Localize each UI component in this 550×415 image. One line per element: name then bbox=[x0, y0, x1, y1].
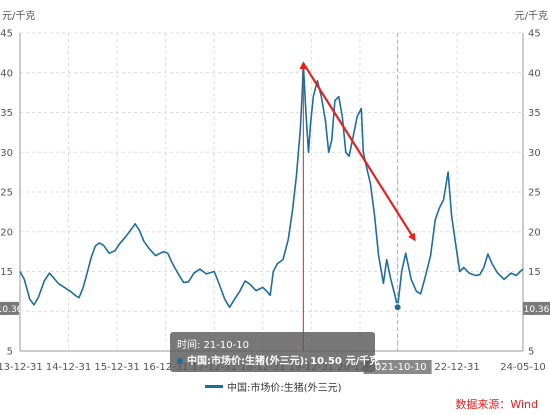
y-tick-label-left: 15 bbox=[0, 267, 13, 278]
end-value-label-right: 10.36 bbox=[523, 301, 550, 315]
end-value-label-left: 10.36 bbox=[0, 301, 23, 315]
y-tick-label-right: 40 bbox=[528, 68, 541, 79]
y-tick-label-left: 35 bbox=[0, 108, 13, 119]
y-axis-unit-left: 元/千克 bbox=[2, 10, 35, 22]
tooltip-unit: 元/千克 bbox=[345, 356, 380, 367]
tooltip-time: 时间: 21-10-10 bbox=[177, 340, 249, 351]
y-tick-label-right: 5 bbox=[528, 347, 534, 358]
y-tick-label-left: 40 bbox=[0, 68, 13, 79]
tooltip-value-line: 中国:市场价:生猪(外三元): 10.50 元/千克 bbox=[177, 352, 379, 367]
series-line bbox=[19, 62, 524, 309]
x-tick-label: 22-12-31 bbox=[434, 362, 479, 373]
annotation-arrows bbox=[299, 61, 416, 351]
x-tick-label: 16-12-31 bbox=[143, 362, 188, 373]
y-tick-label-left: 20 bbox=[0, 227, 13, 238]
x-crosshair-label-bg bbox=[363, 360, 432, 374]
data-source-note: 数据来源：Wind bbox=[455, 398, 538, 411]
end-value-labels: 10.36 10.36 bbox=[0, 301, 550, 315]
end-value-label-left-text: 10.36 bbox=[0, 305, 23, 315]
y-tick-label-right: 20 bbox=[528, 227, 541, 238]
y-tick-label-right: 25 bbox=[528, 188, 541, 199]
y-tick-label-right: 45 bbox=[528, 29, 541, 40]
y-tick-label-left: 30 bbox=[0, 148, 13, 159]
legend[interactable]: 中国:市场价:生猪(外三元) bbox=[205, 379, 342, 394]
end-value-label-left-bg bbox=[0, 301, 19, 315]
end-value-label-right-text: 10.36 bbox=[524, 305, 550, 315]
end-value-label-right-bg bbox=[523, 301, 550, 315]
y-tick-label-right: 15 bbox=[528, 267, 541, 278]
series-layer bbox=[19, 62, 524, 312]
y-tick-label-right: 35 bbox=[528, 108, 541, 119]
y-axis-unit-right: 元/千克 bbox=[515, 10, 548, 22]
highlight-point bbox=[393, 303, 402, 312]
x-tick-label: 13-12-31 bbox=[0, 362, 43, 373]
x-tick-label: 14-12-31 bbox=[46, 362, 91, 373]
legend-label: 中国:市场价:生猪(外三元) bbox=[227, 382, 342, 394]
diagonal-red-arrow bbox=[302, 62, 416, 242]
x-tick-label: 15-12-31 bbox=[94, 362, 139, 373]
x-tick-label: 24-05-10 bbox=[500, 362, 545, 373]
y-tick-label-left: 25 bbox=[0, 188, 13, 199]
x-crosshair-label: 2021-10-10 bbox=[369, 362, 427, 373]
tooltip-value: 10.50 bbox=[310, 356, 342, 367]
legend-swatch bbox=[205, 384, 223, 388]
tooltip-series-label: 中国:市场价:生猪(外三元): bbox=[187, 356, 309, 367]
series-dot-icon bbox=[177, 358, 183, 364]
y-tick-label-left: 45 bbox=[0, 29, 13, 40]
data-tooltip: 时间: 21-10-10 中国:市场价:生猪(外三元): 10.50 元/千克 bbox=[170, 332, 379, 372]
y-tick-label-right: 30 bbox=[528, 148, 541, 159]
y-tick-label-left: 5 bbox=[7, 347, 13, 358]
